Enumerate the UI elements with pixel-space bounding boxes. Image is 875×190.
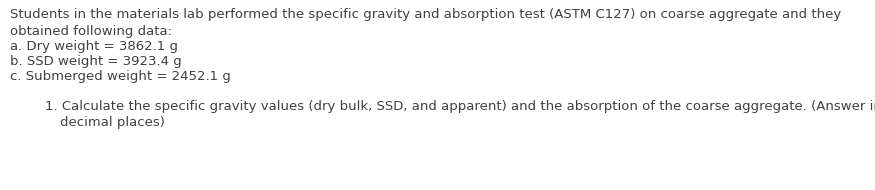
Text: obtained following data:: obtained following data:: [10, 25, 172, 38]
Text: Students in the materials lab performed the specific gravity and absorption test: Students in the materials lab performed …: [10, 8, 841, 21]
Text: decimal places): decimal places): [60, 116, 164, 129]
Text: 1. Calculate the specific gravity values (dry bulk, SSD, and apparent) and the a: 1. Calculate the specific gravity values…: [45, 100, 875, 113]
Text: b. SSD weight = 3923.4 g: b. SSD weight = 3923.4 g: [10, 55, 182, 68]
Text: a. Dry weight = 3862.1 g: a. Dry weight = 3862.1 g: [10, 40, 178, 53]
Text: c. Submerged weight = 2452.1 g: c. Submerged weight = 2452.1 g: [10, 70, 231, 83]
